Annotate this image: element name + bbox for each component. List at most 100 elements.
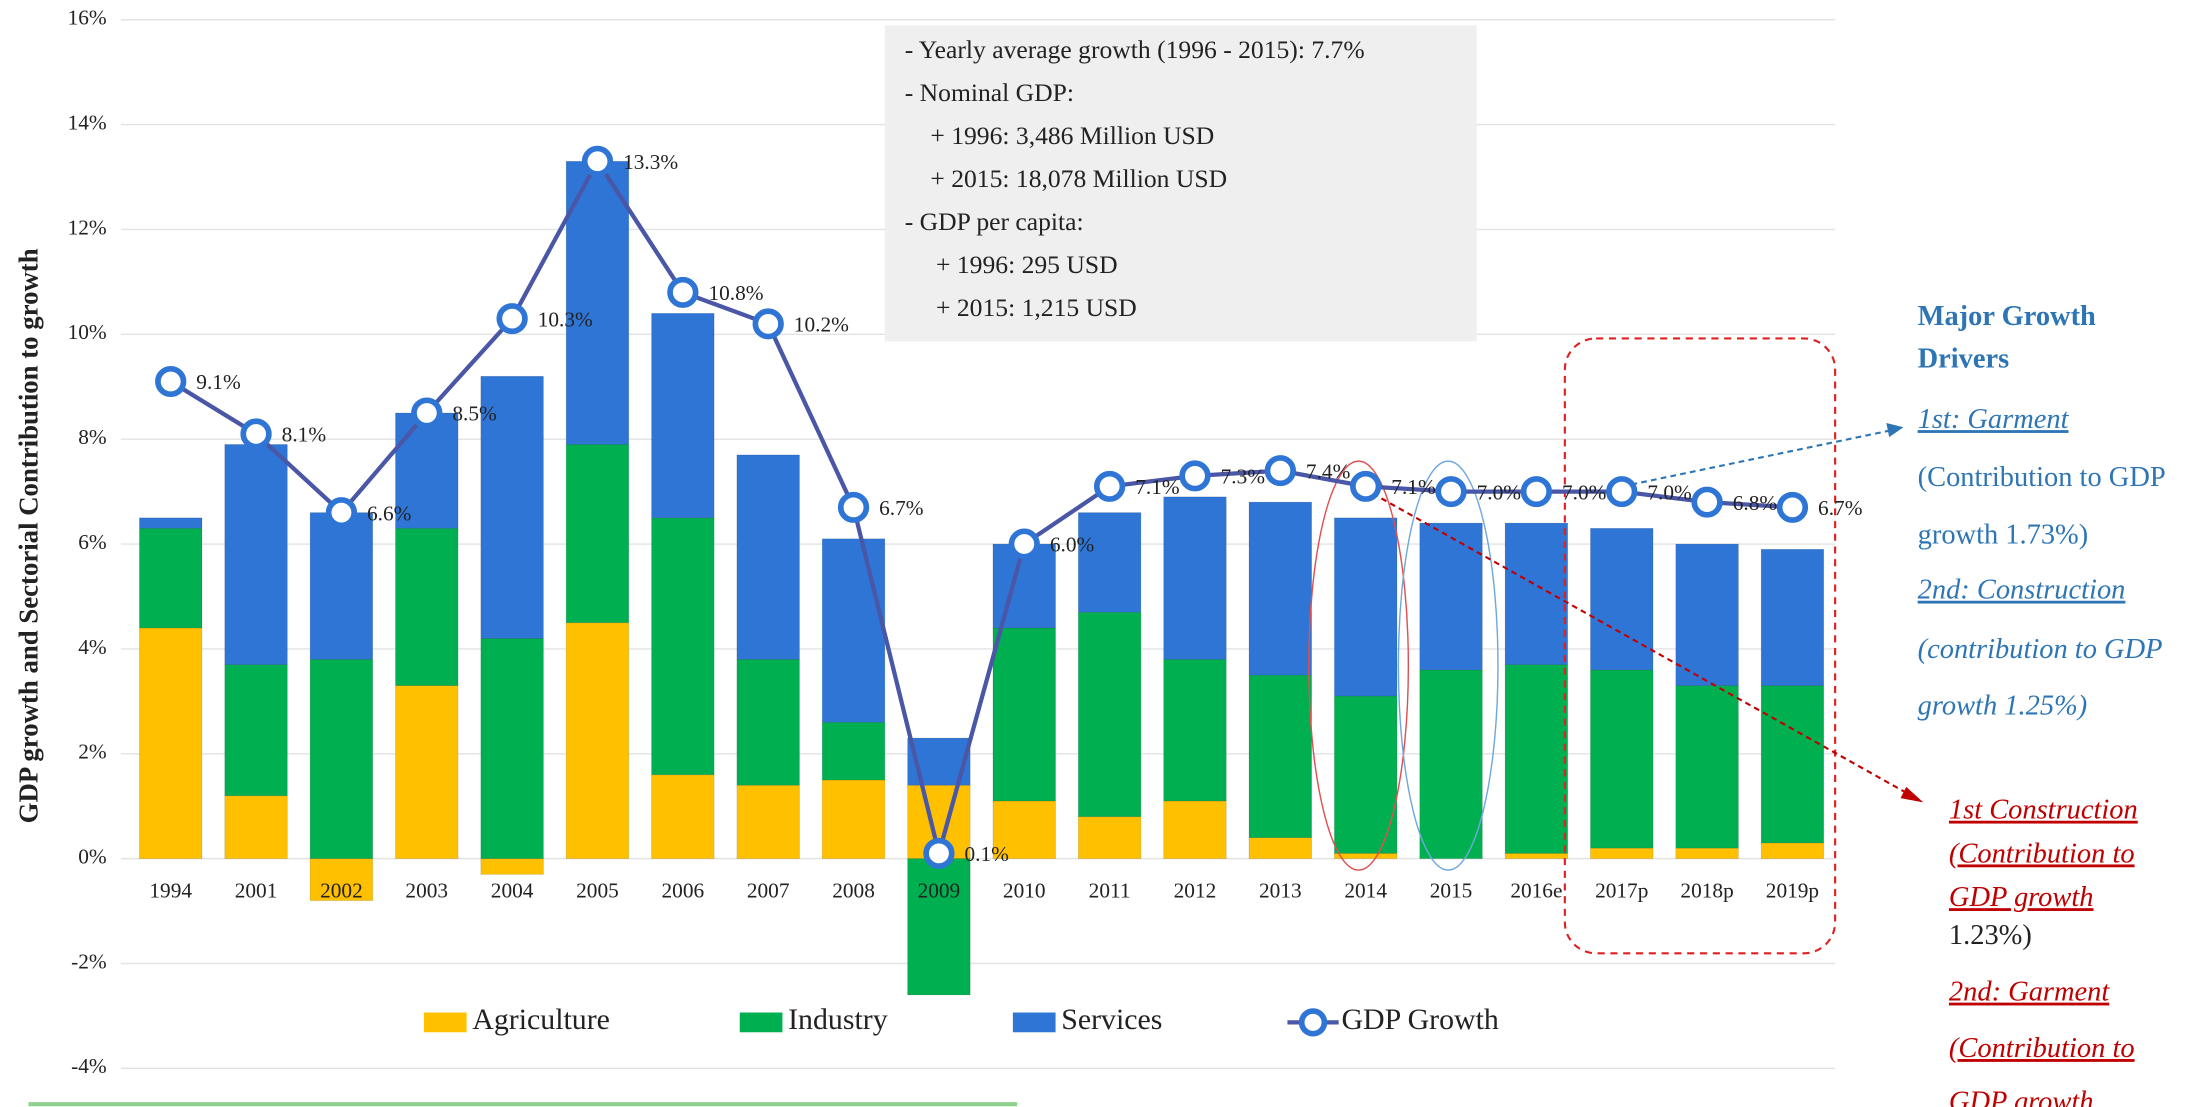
data-label: 7.1% — [1391, 475, 1435, 499]
bar-segment — [1760, 685, 1825, 844]
data-label: 7.0% — [1562, 480, 1606, 504]
y-tick-label: -4% — [71, 1054, 107, 1078]
y-tick-label: 10% — [68, 320, 107, 344]
bar-segment — [1760, 548, 1825, 686]
bar-segment — [480, 858, 544, 875]
bar-segment — [309, 858, 374, 901]
gdp-marker — [411, 397, 443, 429]
bar-segment — [1675, 543, 1739, 686]
bar-segment — [1334, 853, 1398, 859]
x-tick-label: 2016e — [1510, 879, 1562, 903]
data-label: 10.3% — [538, 307, 593, 331]
data-label: 0.1% — [965, 842, 1009, 866]
y-tick-label: 8% — [78, 425, 106, 449]
info-line: + 2015: 1,215 USD — [936, 293, 1137, 322]
gdp-marker — [667, 276, 699, 308]
data-label: 7.0% — [1647, 480, 1691, 504]
data-label: 13.3% — [623, 150, 678, 174]
x-tick-label: 2015 — [1430, 879, 1473, 903]
driver-text: GDP growth — [1949, 1087, 2094, 1107]
bar-segment — [224, 664, 288, 797]
data-label: 7.3% — [1221, 465, 1265, 489]
bar-segment — [736, 454, 800, 660]
x-tick-label: 2010 — [1003, 879, 1046, 903]
legend-label: Industry — [788, 1003, 888, 1036]
driver-text: 1.23%) — [1949, 920, 2032, 951]
driver-text: 1st: Garment — [1918, 404, 2070, 435]
arrow — [1621, 429, 1893, 488]
bar-segment — [1334, 517, 1398, 697]
bar-segment — [395, 685, 459, 859]
gdp-marker — [923, 837, 955, 869]
data-label: 9.1% — [196, 370, 240, 394]
legend-swatch — [423, 1012, 467, 1033]
bar-segment — [1163, 496, 1227, 660]
bars — [139, 160, 1825, 996]
info-line: - Nominal GDP: — [905, 78, 1074, 107]
x-tick-label: 2001 — [235, 879, 278, 903]
info-line: + 1996: 3,486 Million USD — [930, 121, 1214, 150]
bar-segment — [224, 444, 288, 665]
bar-segment — [1248, 674, 1312, 839]
x-tick-label: 2002 — [320, 879, 363, 903]
legend-swatch — [1012, 1012, 1056, 1033]
x-tick-label: 2018p — [1680, 879, 1733, 903]
bar-segment — [821, 721, 886, 781]
bar-segment — [309, 659, 374, 859]
driver-text: (Contribution to — [1949, 1033, 2135, 1064]
bar-segment — [1675, 847, 1739, 859]
driver-text: 1st Construction — [1949, 795, 2138, 826]
y-tick-label: 12% — [68, 215, 107, 239]
x-tick-label: 2019p — [1766, 879, 1819, 903]
bar-segment — [1077, 611, 1142, 818]
bar-segment — [395, 412, 459, 529]
info-box: - Yearly average growth (1996 - 2015): 7… — [884, 25, 1477, 342]
bar-segment — [651, 774, 715, 859]
y-tick-label: 4% — [78, 635, 106, 659]
highlight-ellipse — [1397, 460, 1499, 871]
bar-segment — [1163, 659, 1227, 802]
gdp-marker — [1691, 486, 1723, 518]
x-tick-label: 2011 — [1089, 879, 1131, 903]
bar-segment — [139, 527, 203, 629]
gdp-marker — [1606, 476, 1638, 508]
bar-segment — [224, 795, 288, 859]
x-tick-label: 2009 — [918, 879, 961, 903]
data-label: 6.8% — [1733, 491, 1777, 515]
bar-segment — [736, 784, 800, 859]
bar-segment — [1163, 800, 1227, 859]
driver-text: GDP growth — [1949, 882, 2094, 913]
bar-segment — [565, 444, 630, 624]
gdp-marker — [1179, 460, 1211, 492]
y-tick-label: -2% — [71, 949, 107, 973]
x-tick-label: 2014 — [1344, 879, 1387, 903]
bar-segment — [395, 527, 459, 686]
legend-label: Agriculture — [472, 1003, 610, 1036]
gdp-marker — [581, 145, 614, 177]
x-tick-label: 2005 — [576, 879, 619, 903]
legend-label: GDP Growth — [1341, 1003, 1498, 1036]
x-tick-label: 2017p — [1595, 879, 1648, 903]
bar-segment — [139, 517, 203, 529]
bar-segment — [1077, 816, 1142, 859]
y-axis-label: GDP growth and Sectorial Contribution to… — [13, 248, 43, 823]
data-label: 6.7% — [1818, 496, 1862, 520]
gdp-marker — [1093, 470, 1126, 502]
driver-text: 2nd: Garment — [1949, 977, 2110, 1008]
bar-segment — [821, 779, 886, 859]
x-tick-label: 2003 — [405, 879, 448, 903]
bar-segment — [651, 313, 715, 519]
bar-segment — [1077, 512, 1142, 613]
data-label: 8.1% — [282, 423, 326, 447]
bar-segment — [736, 659, 800, 786]
data-label: 7.1% — [1135, 475, 1179, 499]
x-tick-label: 2007 — [747, 879, 790, 903]
highlight-ellipse — [1308, 460, 1410, 871]
gdp-marker — [1264, 455, 1296, 487]
driver-text: growth 1.73%) — [1918, 520, 2089, 551]
bar-segment — [992, 627, 1056, 802]
driver-text: 2nd: Construction — [1918, 575, 2126, 606]
info-box-bg — [884, 25, 1477, 342]
data-label: 6.7% — [879, 496, 923, 520]
